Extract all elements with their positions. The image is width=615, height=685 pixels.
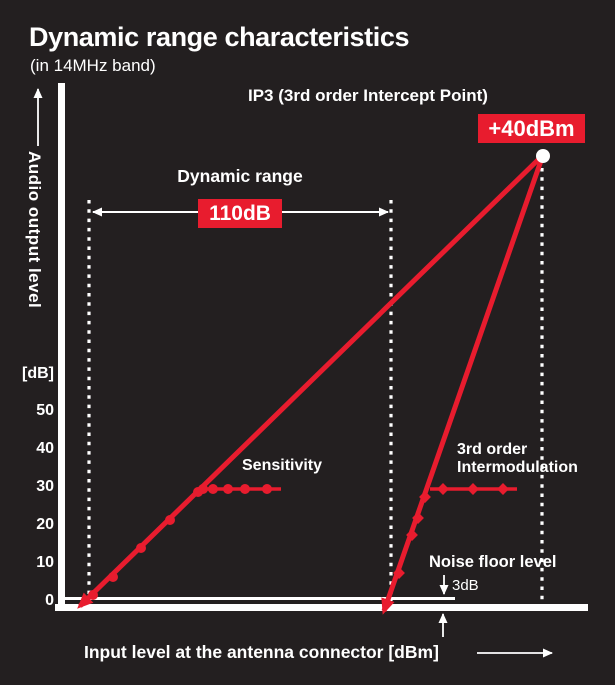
y-tick-label: 20 [36, 516, 54, 533]
intermodulation-annotation-label: 3rd order Intermodulation [457, 441, 578, 477]
data-point-circle [240, 484, 250, 494]
dynamic-range-label: Dynamic range [177, 166, 303, 186]
chart-title: Dynamic range characteristics [29, 22, 410, 52]
data-point-diamond [437, 483, 449, 495]
noise-floor-line [62, 597, 455, 600]
intermodulation-label-line1: 3rd order [457, 441, 528, 458]
data-point-diamond [497, 483, 509, 495]
y-axis-line [58, 83, 65, 611]
x-axis-title: Input level at the antenna connector [dB… [84, 642, 439, 662]
data-point-circle [165, 515, 175, 525]
ip3-intercept-point [536, 149, 550, 163]
dynamic-range-value-badge: 110dB [198, 199, 282, 228]
noise-floor-label: Noise floor level [429, 553, 557, 571]
y-tick-label: 40 [36, 440, 54, 457]
y-tick-label: 30 [36, 478, 54, 495]
data-point-circle [198, 484, 208, 494]
intermodulation-label-line2: Intermodulation [457, 459, 578, 476]
ip3-annotation-label: IP3 (3rd order Intercept Point) [248, 86, 488, 105]
y-tick-label: 50 [36, 402, 54, 419]
x-axis-line [55, 604, 588, 611]
data-point-circle [136, 543, 146, 553]
sensitivity-annotation-label: Sensitivity [242, 457, 323, 474]
y-axis-unit-label: [dB] [22, 365, 54, 382]
data-point-circle [262, 484, 272, 494]
data-point-diamond [467, 483, 479, 495]
data-point-circle [208, 484, 218, 494]
y-tick-label: 0 [45, 592, 54, 609]
data-point-circle [108, 572, 118, 582]
y-tick-label: 10 [36, 554, 54, 571]
chart-subtitle: (in 14MHz band) [30, 56, 156, 75]
y-axis-title: Audio output level [25, 151, 44, 309]
noise-floor-gap-label: 3dB [452, 577, 479, 594]
ip3-value-badge: +40dBm [478, 114, 585, 143]
data-point-circle [88, 590, 98, 600]
data-point-circle [223, 484, 233, 494]
sensitivity-response-line [77, 153, 545, 609]
data-point-diamond [419, 491, 431, 503]
